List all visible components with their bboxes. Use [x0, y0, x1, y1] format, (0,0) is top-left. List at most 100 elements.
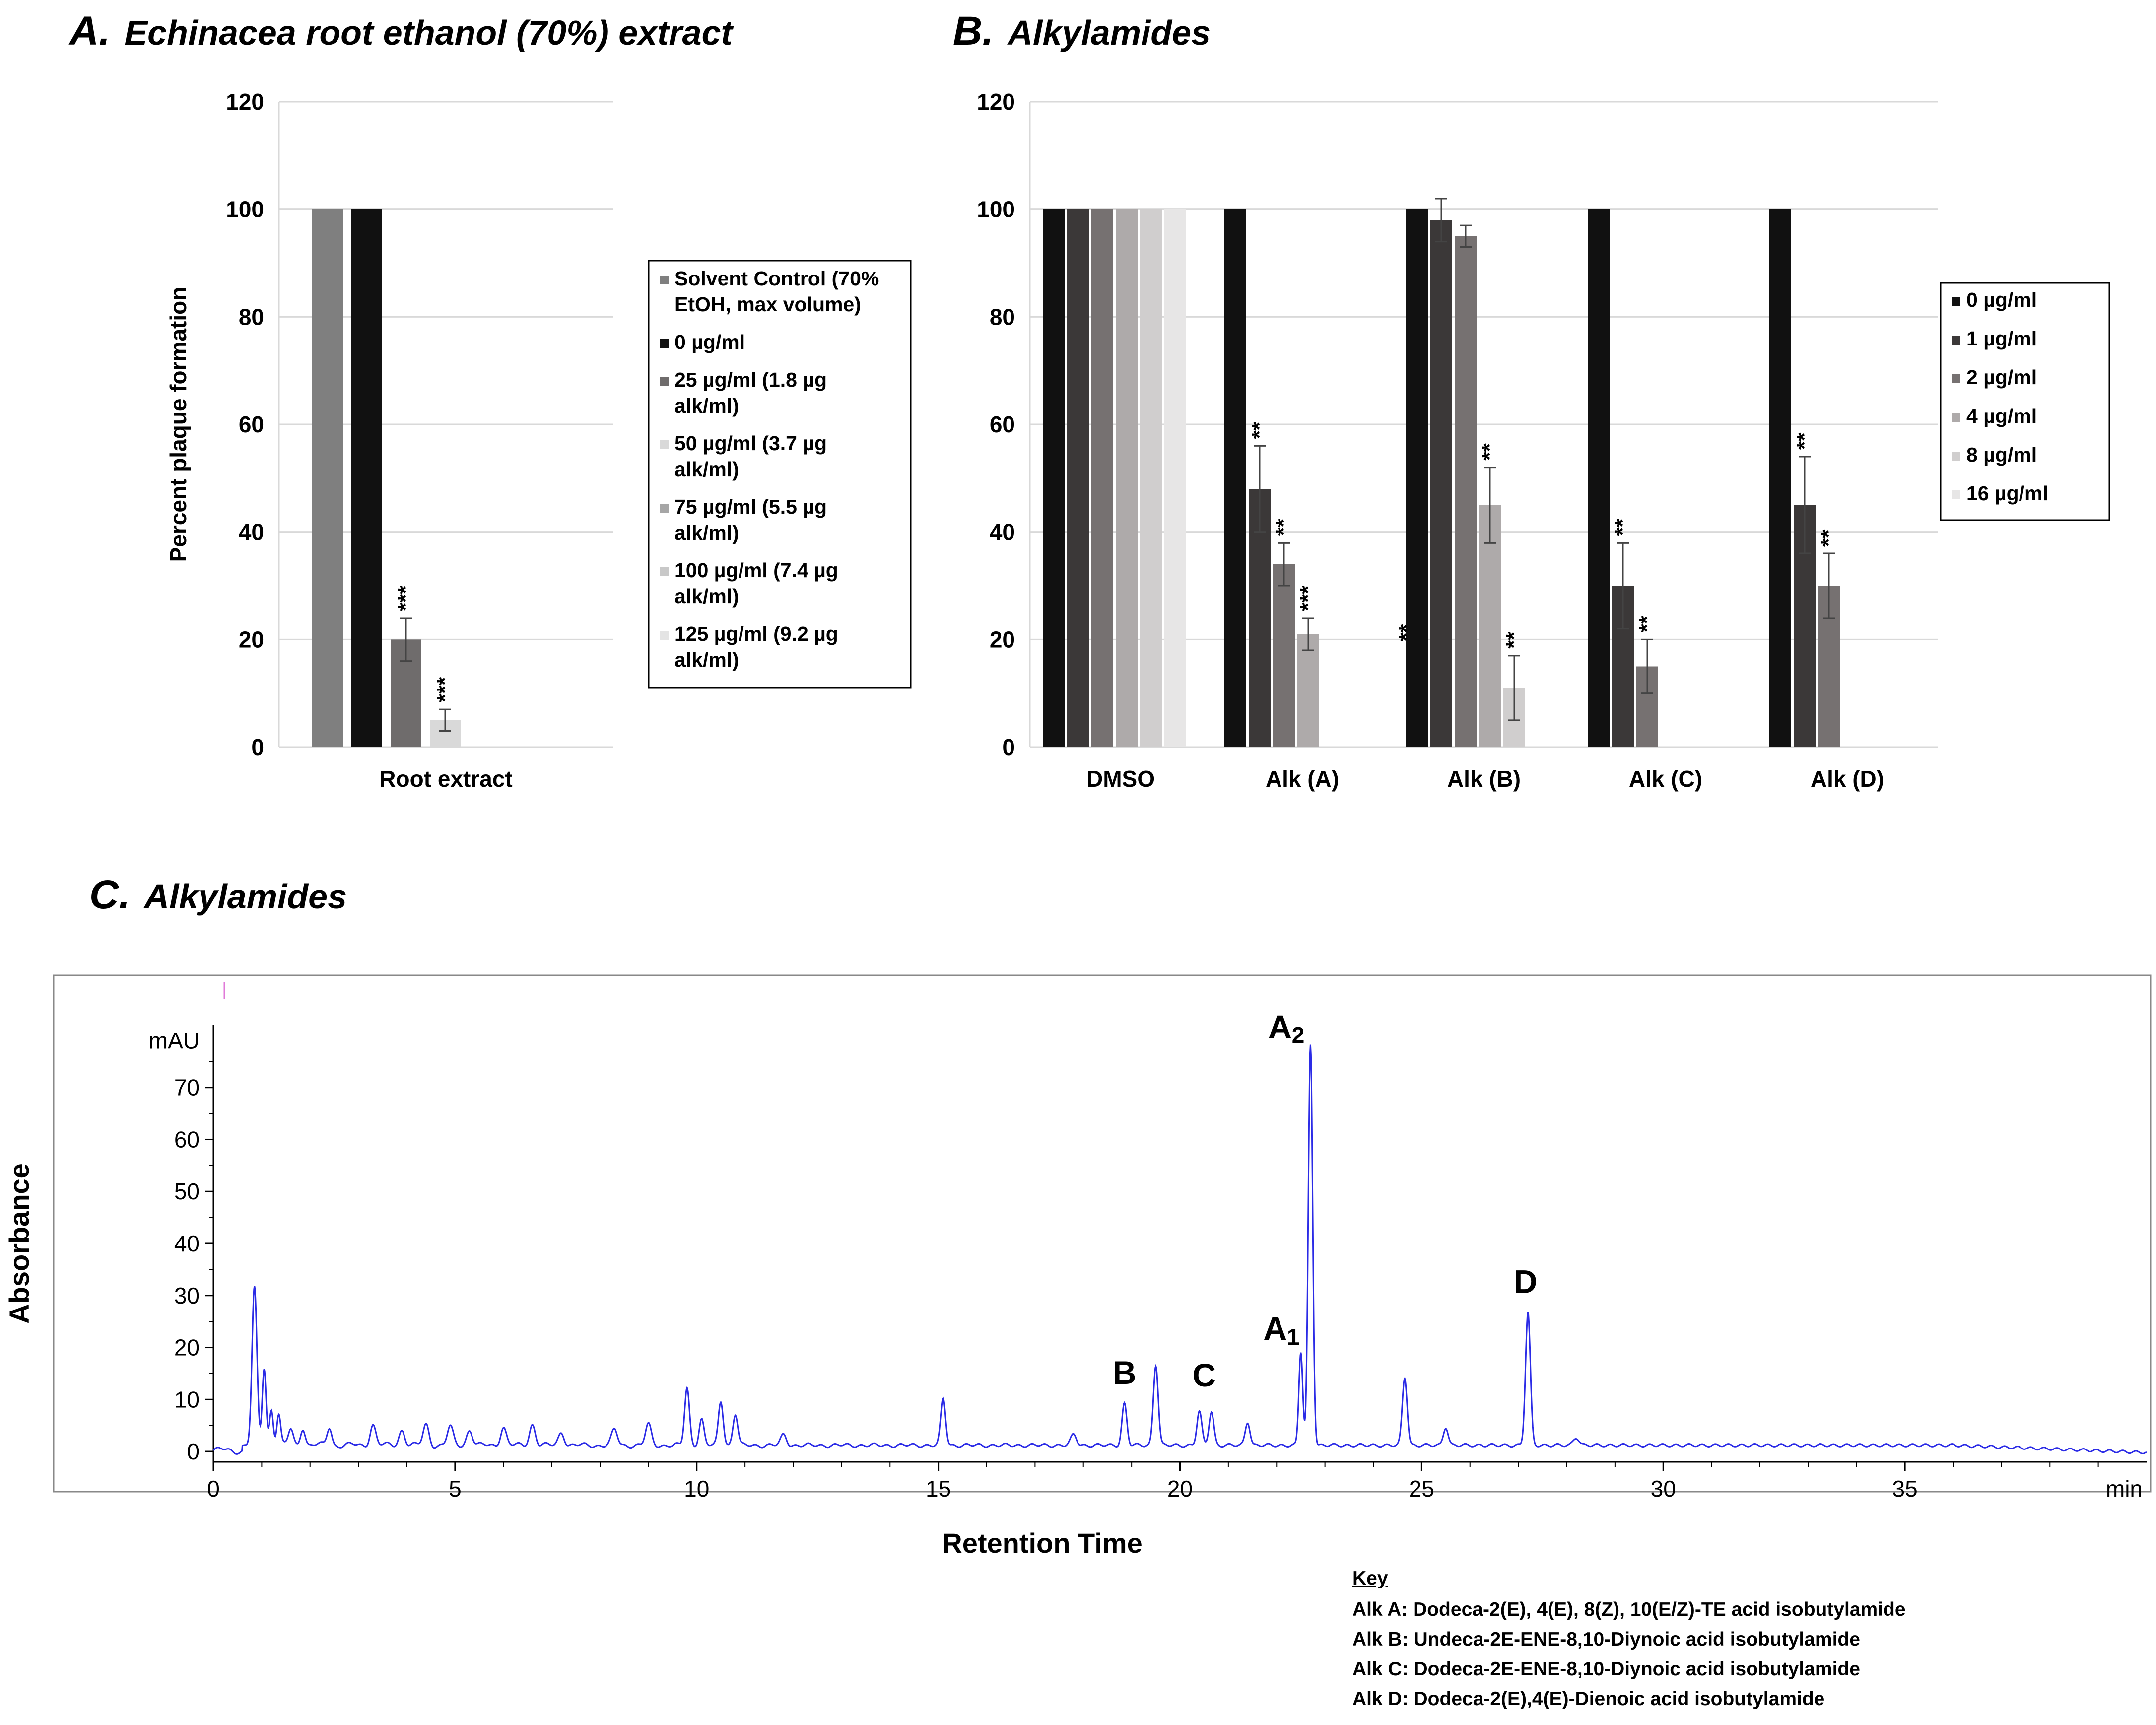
x-tick-label: 35 [1892, 1476, 1918, 1502]
y-tick-label: 40 [174, 1231, 200, 1256]
x-category-label: Alk (A) [1266, 766, 1339, 792]
bar [1273, 564, 1295, 747]
y-tick-label: 60 [174, 1126, 200, 1152]
key-line-a: Alk A: Dodeca-2(E), 4(E), 8(Z), 10(E/Z)-… [1352, 1599, 1906, 1620]
x-axis-title: Retention Time [942, 1527, 1142, 1559]
legend-swatch [1952, 374, 1960, 383]
y-tick-label: 120 [226, 89, 264, 115]
x-unit-label: min [2106, 1476, 2143, 1502]
legend-swatch [1952, 490, 1960, 499]
y-axis-title: Absorbance [3, 1163, 35, 1324]
bar [1164, 209, 1186, 748]
chromatogram-trace [212, 1044, 2147, 1455]
plot-frame [53, 974, 2152, 1493]
bar [1588, 209, 1610, 748]
significance-mark: *** [394, 585, 418, 611]
panel-c-title: C. Alkylamides [89, 872, 347, 917]
bar [351, 209, 382, 748]
x-tick-label: 30 [1651, 1476, 1676, 1502]
x-tick-label: 10 [684, 1476, 709, 1502]
peak-label: A1 [1263, 1310, 1299, 1350]
legend-box [648, 260, 912, 689]
y-tick-label: 100 [226, 197, 264, 222]
x-tick-label: 15 [926, 1476, 951, 1502]
peak-label: D [1514, 1263, 1538, 1300]
bar [1091, 209, 1113, 748]
bar [1455, 236, 1477, 747]
bar [1769, 209, 1791, 748]
bar [1140, 209, 1162, 748]
y-tick-label: 80 [239, 304, 264, 330]
legend-label: 25 µg/ml (1.8 µg [674, 368, 827, 391]
peak-label: A2 [1268, 1008, 1304, 1048]
bar [1224, 209, 1246, 748]
legend-label: 75 µg/ml (5.5 µg [674, 495, 827, 518]
legend-label: 125 µg/ml (9.2 µg [674, 622, 838, 645]
x-tick-label: 5 [449, 1476, 462, 1502]
legend-label: 1 µg/ml [1966, 327, 2037, 350]
legend-label: 2 µg/ml [1966, 366, 2037, 389]
legend-swatch [660, 567, 669, 576]
bar [1297, 634, 1319, 747]
legend-label: 16 µg/ml [1966, 482, 2048, 505]
significance-mark: ** [1478, 443, 1502, 461]
legend-swatch [660, 276, 669, 284]
legend-swatch [660, 504, 669, 513]
significance-mark: ** [1817, 529, 1841, 547]
x-category-label: Root extract [379, 766, 512, 792]
legend-swatch [660, 440, 669, 449]
legend-label: alk/ml) [674, 521, 739, 544]
legend-label: alk/ml) [674, 394, 739, 417]
significance-mark: ** [1792, 432, 1817, 450]
y-axis-title: Percent plaque formation [165, 287, 191, 562]
x-tick-label: 20 [1167, 1476, 1193, 1502]
y-tick-label: 40 [239, 519, 264, 545]
significance-mark: ** [1611, 518, 1635, 536]
legend-swatch [660, 377, 669, 386]
significance-mark: ** [1635, 615, 1659, 632]
legend-label: 8 µg/ml [1966, 443, 2037, 466]
y-tick-label: 0 [1002, 734, 1015, 760]
peak-label: C [1192, 1357, 1216, 1393]
y-tick-label: 120 [977, 89, 1015, 115]
y-unit-label: mAU [149, 1028, 200, 1053]
legend-swatch [1952, 413, 1960, 422]
x-category-label: Alk (D) [1811, 766, 1884, 792]
legend-label: EtOH, max volume) [674, 293, 861, 316]
legend-label: 4 µg/ml [1966, 405, 2037, 427]
legend-swatch [1952, 297, 1960, 306]
panel-b-title: B. Alkylamides [953, 8, 1211, 54]
key-line-d: Alk D: Dodeca-2(E),4(E)-Dienoic acid iso… [1352, 1688, 1824, 1710]
legend-label: 100 µg/ml (7.4 µg [674, 559, 838, 582]
legend-swatch [660, 339, 669, 348]
key-block: Key Alk A: Dodeca-2(E), 4(E), 8(Z), 10(E… [1352, 1568, 1906, 1710]
bar [1479, 505, 1501, 747]
y-tick-label: 0 [251, 734, 264, 760]
legend-swatch [660, 631, 669, 640]
key-heading: Key [1352, 1568, 1388, 1589]
bar [312, 209, 343, 748]
legend-label: alk/ml) [674, 585, 739, 608]
x-category-label: Alk (C) [1629, 766, 1702, 792]
legend-label: 50 µg/ml (3.7 µg [674, 432, 827, 455]
legend-label: 0 µg/ml [1966, 288, 2037, 311]
y-tick-label: 10 [174, 1386, 200, 1412]
significance-mark: ** [1502, 631, 1526, 649]
panel-a-chart: 0 20 40 60 80 100 120 Root extract *** *** Solvent… [165, 89, 912, 792]
y-tick-label: 20 [990, 626, 1015, 652]
y-tick-label: 60 [239, 412, 264, 437]
panel-c-chart: 0 10 20 30 40 50 60 70 mAU 0 5 10 15 20 25 30 35 min Reten… [3, 974, 2152, 1559]
x-tick-label: 0 [207, 1476, 220, 1502]
y-tick-label: 60 [990, 412, 1015, 437]
significance-mark: ** [1272, 518, 1296, 536]
x-tick-label: 25 [1409, 1476, 1434, 1502]
panel-a-title: A. Echinacea root ethanol (70%) extract [68, 8, 734, 54]
y-tick-label: 20 [174, 1335, 200, 1361]
legend-box [1940, 282, 2110, 521]
y-tick-label: 70 [174, 1075, 200, 1101]
key-line-b: Alk B: Undeca-2E-ENE-8,10-Diynoic acid i… [1352, 1629, 1860, 1650]
legend-label: Solvent Control (70% [674, 267, 879, 290]
legend-swatch [1952, 336, 1960, 345]
